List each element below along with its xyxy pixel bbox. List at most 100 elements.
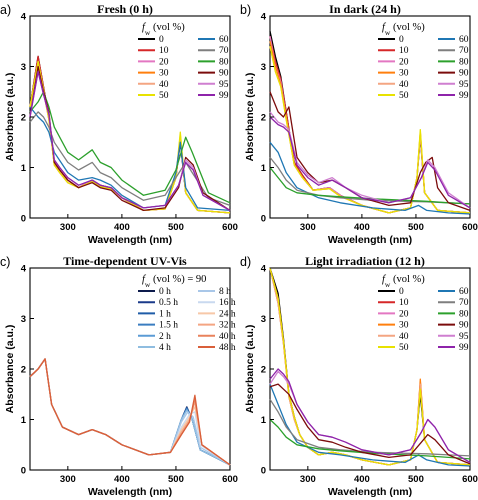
plot-frame [269,15,471,219]
series-line-80 [269,167,471,205]
series-line-80 [269,419,471,460]
series-line-48-h [29,358,231,466]
series-line-95 [29,70,231,211]
legend-entry-label: 40 [159,80,169,90]
legend-title: fw (vol %) = 90 [142,274,206,289]
x-tick-label: 600 [462,222,478,233]
y-axis-label: Absorbance (a.u.) [244,325,256,414]
x-tick-label: 300 [300,222,316,233]
legend-entry-label: 70 [219,46,229,56]
legend-title: fw (vol %) [382,274,425,289]
legend-title-subscript: w [145,28,151,37]
y-tick-label: 4 [261,264,267,275]
x-tick-label: 600 [222,474,238,485]
legend-title-symbol: f [382,22,387,33]
series-line-80 [29,91,231,204]
y-tick-label: 0 [21,466,26,477]
y-tick-label: 0 [261,466,266,477]
x-axis-label: Wavelength (nm) [88,486,172,498]
series-line-99 [269,116,471,209]
x-axis-label: Wavelength (nm) [88,234,172,246]
y-tick-label: 4 [21,12,27,23]
x-tick-label: 500 [408,222,424,233]
series-line-70 [29,111,231,207]
panel-title: In dark (24 h) [329,2,401,16]
y-tick-label: 1 [21,415,27,426]
series-line-10 [269,36,471,214]
legend-entry-label: 20 [399,57,409,67]
y-axis-label: Absorbance (a.u.) [4,73,16,162]
series-line-60 [29,106,231,212]
legend-entry-label: 80 [219,57,229,67]
legend-entry-label: 0 [159,35,164,45]
legend-title-symbol: f [142,22,147,33]
legend-entry-label: 50 [399,91,409,101]
legend-entry-label: 32 h [219,321,236,331]
legend-entry-label: 30 [399,321,409,331]
panel-tag: b) [240,3,251,17]
legend-entry-label: 90 [459,321,469,331]
legend-entry-label: 10 [399,298,409,308]
legend-entry-label: 1 h [159,309,171,319]
series-line-40 [29,65,231,214]
legend-entry-label: 60 [219,35,229,45]
x-tick-label: 500 [168,222,184,233]
panel-title: Light irradiation (12 h) [305,254,425,268]
legend-title-symbol: f [382,274,387,285]
series-line-90 [29,65,231,212]
series-line-30 [29,65,231,214]
series-line-30 [269,41,471,214]
y-tick-label: 1 [261,415,267,426]
y-tick-label: 3 [21,62,26,73]
series-line-70 [269,398,471,457]
legend-entry-label: 16 h [219,298,236,308]
legend-entry-label: 0 h [159,287,171,297]
panel-tag: c) [0,255,10,269]
legend-entry-label: 8 h [219,287,231,297]
legend-entry-label: 95 [459,332,469,342]
legend-entry-label: 1.5 h [159,321,178,331]
x-tick-label: 600 [222,222,238,233]
legend-entry-label: 95 [459,80,469,90]
series-line-99 [269,368,471,463]
y-tick-label: 4 [261,12,267,23]
y-tick-label: 0 [21,214,26,225]
legend-title-subscript: w [145,280,151,289]
legend-entry-label: 99 [219,91,229,101]
x-axis-label: Wavelength (nm) [328,234,412,246]
legend-entry-label: 90 [459,69,469,79]
legend-title-symbol: f [142,274,147,285]
y-axis-label: Absorbance (a.u.) [244,73,256,162]
legend-entry-label: 24 h [219,309,236,319]
x-tick-label: 400 [354,222,370,233]
x-tick-label: 400 [114,474,130,485]
y-tick-label: 3 [261,62,266,73]
y-tick-label: 1 [21,163,27,174]
chart-panel-2: 0 1 2 3 4 300 400 500 600 Wavelength (nm) Absorban… [0,254,238,498]
y-tick-label: 2 [261,365,266,376]
series-line-20 [269,36,471,214]
series-line-90 [269,383,471,465]
legend-title: fw (vol %) [382,22,425,37]
series-line-0 [269,30,471,214]
panel-tag: d) [240,255,251,269]
legend-entry-label: 4 h [159,343,171,353]
x-tick-label: 600 [462,474,478,485]
legend-entry-label: 0 [399,287,404,297]
y-tick-label: 3 [261,314,266,325]
series-line-40 [269,46,471,214]
x-tick-label: 300 [60,474,76,485]
legend-entry-label: 80 [459,309,469,319]
series-line-50 [269,46,471,214]
x-tick-label: 300 [300,474,316,485]
legend-entry-label: 40 h [219,332,236,342]
legend-entry-label: 40 [399,80,409,90]
x-tick-label: 300 [60,222,76,233]
legend-entry-label: 0.5 h [159,298,178,308]
y-tick-label: 3 [21,314,26,325]
panel-title: Fresh (0 h) [97,2,153,16]
legend-entry-label: 50 [399,343,409,353]
